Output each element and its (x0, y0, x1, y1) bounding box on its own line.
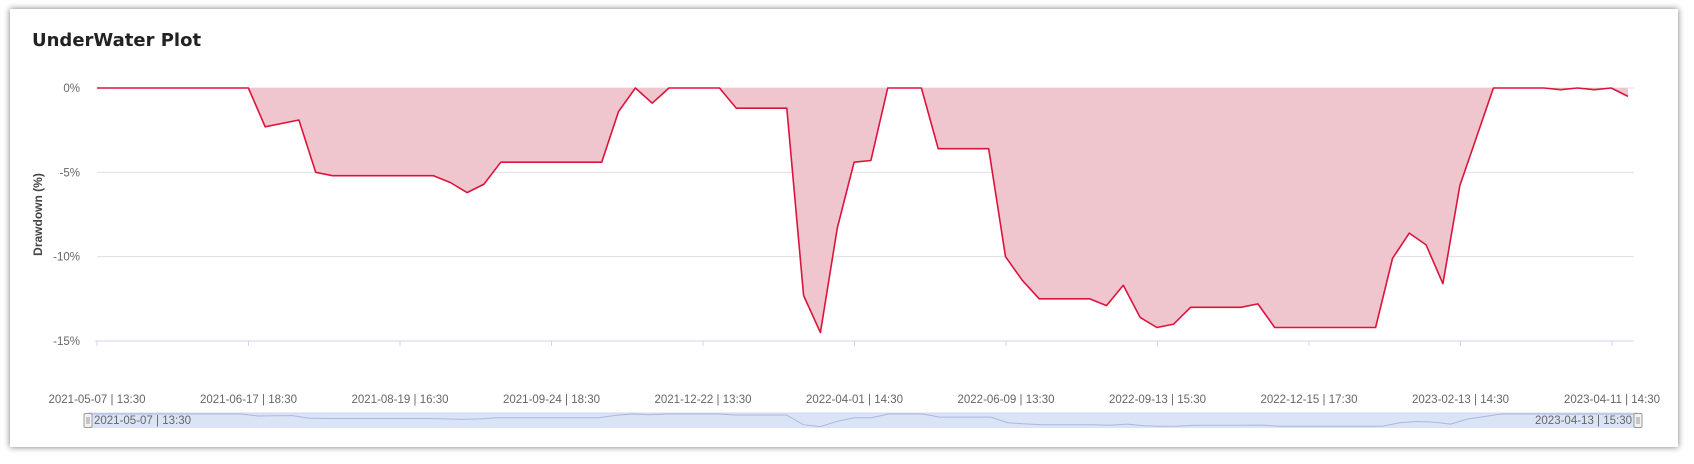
x-tick-label: 2021-06-17 | 18:30 (200, 394, 297, 406)
zoom-end-label: 2023-04-13 | 15:30 (1535, 415, 1632, 427)
y-axis: 0% -5% -10% -15% (53, 83, 80, 348)
x-tick-label: 2022-04-01 | 14:30 (806, 394, 903, 406)
chart-title: UnderWater Plot (32, 30, 202, 51)
x-tick-label: 2022-09-13 | 15:30 (1109, 394, 1206, 406)
x-tick-label: 2023-04-11 | 14:30 (1564, 394, 1660, 406)
handle-grip[interactable] (83, 413, 93, 428)
zoom-start-label: 2021-05-07 | 13:30 (94, 415, 191, 427)
x-tick-label: 2021-09-24 | 18:30 (503, 394, 600, 406)
zoom-series-line (88, 413, 1639, 428)
x-tick-label: 2021-08-19 | 16:30 (352, 394, 449, 406)
x-tick-label: 2021-12-22 | 13:30 (655, 394, 752, 406)
drawdown-area (97, 88, 1628, 333)
handle-grip[interactable] (1633, 413, 1643, 428)
zoom-handle-right[interactable] (1633, 413, 1643, 428)
y-tick-label: -15% (53, 336, 80, 348)
y-tick-label: -10% (53, 252, 80, 264)
x-tick-label: 2023-02-13 | 14:30 (1412, 394, 1509, 406)
drawdown-line (97, 87, 1629, 334)
zoom-navigator[interactable]: 2021-05-07 | 13:30 2023-04-13 | 15:30 (83, 412, 1643, 428)
x-tick-label: 2022-06-09 | 13:30 (958, 394, 1055, 406)
x-axis: 2021-05-07 | 13:30 2021-06-17 | 18:30 2021… (49, 341, 1660, 406)
x-tick-label: 2022-12-15 | 17:30 (1261, 394, 1358, 406)
x-tick-label: 2021-05-07 | 13:30 (49, 394, 146, 406)
y-tick-label: -5% (60, 167, 80, 179)
zoom-handle-left[interactable] (83, 413, 93, 428)
zoom-track[interactable] (88, 413, 1638, 428)
y-tick-label: 0% (63, 83, 80, 95)
y-axis-label: Drawdown (%) (31, 173, 45, 256)
